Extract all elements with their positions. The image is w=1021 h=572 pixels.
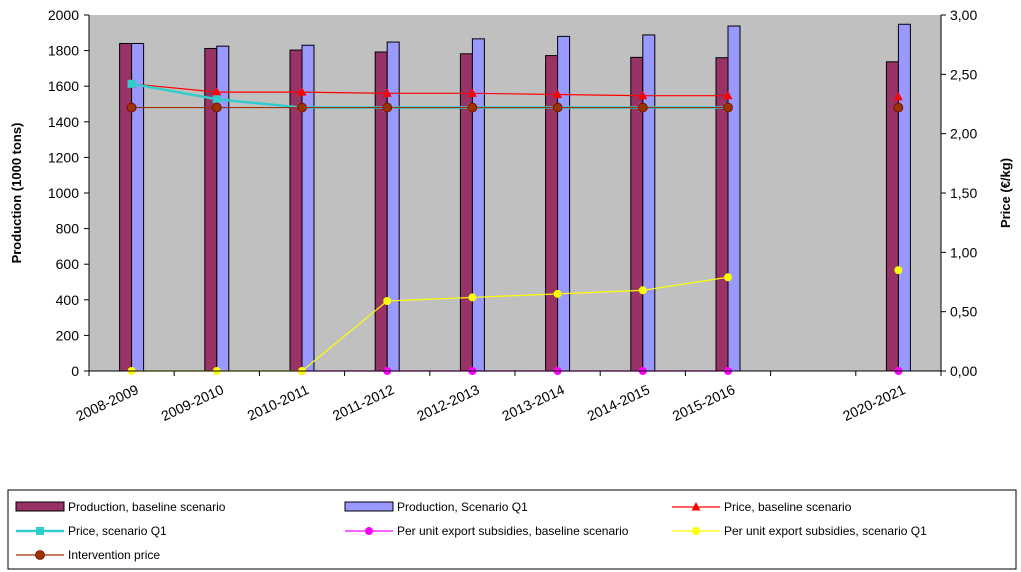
series-point-4 bbox=[637, 102, 648, 113]
series-point-4 bbox=[211, 102, 222, 113]
bar-production-q1 bbox=[642, 34, 656, 372]
series-point-3 bbox=[553, 289, 562, 298]
y-tick-label: 1400 bbox=[48, 114, 79, 130]
series-point-4 bbox=[297, 102, 307, 113]
x-tick-label: 2013-2014 bbox=[499, 381, 567, 424]
y-axis-title: Production (1000 tons) bbox=[9, 123, 24, 264]
y2-tick-label: 1,50 bbox=[950, 185, 977, 201]
y-tick-label: 600 bbox=[56, 256, 80, 272]
series-point-1 bbox=[127, 79, 136, 88]
y-tick-label: 2000 bbox=[48, 7, 79, 23]
y-tick-label: 0 bbox=[71, 363, 79, 379]
series-point-0 bbox=[382, 88, 392, 97]
x-tick-label: 2012-2013 bbox=[414, 381, 482, 424]
legend-box bbox=[7, 489, 1017, 570]
y2-tick-label: 0,00 bbox=[950, 363, 977, 379]
x-tick-label: 2008-2009 bbox=[73, 381, 141, 424]
series-point-0 bbox=[553, 89, 563, 99]
series-point-3 bbox=[638, 286, 647, 295]
series-line-0 bbox=[131, 83, 728, 97]
bar-production-baseline bbox=[459, 53, 473, 372]
legend-marker bbox=[35, 550, 45, 560]
y2-tick-label: 0,50 bbox=[950, 304, 977, 320]
x-tick-label: 2020-2021 bbox=[840, 381, 908, 424]
legend-label: Per unit export subsidies, baseline scen… bbox=[397, 524, 629, 538]
x-tick-label: 2010-2011 bbox=[245, 381, 312, 423]
legend: Production, baseline scenario Production,… bbox=[7, 489, 1017, 570]
y-tick-label: 800 bbox=[56, 221, 80, 237]
bar-production-q1 bbox=[897, 23, 911, 372]
y2-tick-label: 2,00 bbox=[950, 126, 977, 142]
series-point-4 bbox=[552, 102, 563, 113]
legend-marker bbox=[365, 527, 373, 535]
legend-label: Intervention price bbox=[68, 548, 160, 562]
legend-label: Price, baseline scenario bbox=[724, 500, 852, 514]
x-tick-label: 2009-2010 bbox=[159, 381, 227, 424]
series-point-4 bbox=[467, 102, 478, 113]
series-point-0 bbox=[638, 90, 648, 100]
series-point-0 bbox=[467, 88, 477, 97]
x-tick-label: 2014-2015 bbox=[585, 381, 653, 424]
bar-production-baseline bbox=[119, 42, 133, 372]
y-tick-label: 1200 bbox=[48, 149, 79, 165]
bar-production-q1 bbox=[727, 25, 741, 372]
y2-tick-label: 1,00 bbox=[950, 244, 977, 260]
legend-label: Production, baseline scenario bbox=[68, 500, 226, 514]
bar-production-baseline bbox=[545, 55, 559, 372]
series-point-0 bbox=[212, 87, 222, 96]
legend-swatch bbox=[344, 501, 394, 512]
bar-production-q1 bbox=[386, 41, 400, 372]
bar-production-baseline bbox=[374, 51, 388, 372]
legend-swatch bbox=[15, 501, 65, 512]
series-point-0 bbox=[297, 87, 307, 96]
x-tick-label: 2011-2012 bbox=[330, 381, 397, 423]
legend-marker bbox=[692, 527, 700, 535]
series-point-0 bbox=[893, 91, 903, 101]
bar-production-q1 bbox=[471, 38, 485, 372]
x-tick-label: 2015-2016 bbox=[670, 381, 738, 424]
bar-production-q1 bbox=[557, 35, 571, 372]
y-tick-label: 1600 bbox=[48, 78, 79, 94]
y2-axis-title: Price (€/kg) bbox=[998, 158, 1013, 228]
series-point-1 bbox=[212, 95, 221, 104]
series-point-4 bbox=[126, 102, 137, 113]
series-point-3 bbox=[724, 273, 732, 282]
legend-label: Production, Scenario Q1 bbox=[397, 500, 528, 514]
series-point-3 bbox=[894, 266, 903, 275]
y-tick-label: 1000 bbox=[48, 185, 79, 201]
series-point-3 bbox=[468, 293, 477, 302]
series-point-3 bbox=[383, 296, 392, 305]
legend-marker bbox=[36, 527, 44, 535]
legend-label: Per unit export subsidies, scenario Q1 bbox=[724, 524, 927, 538]
y-tick-label: 200 bbox=[56, 327, 80, 343]
y-tick-label: 1800 bbox=[48, 43, 79, 59]
bar-production-q1 bbox=[131, 42, 145, 372]
legend-label: Price, scenario Q1 bbox=[68, 524, 167, 538]
series-point-4 bbox=[723, 102, 733, 113]
bar-production-baseline bbox=[289, 49, 303, 372]
y2-tick-label: 2,50 bbox=[950, 66, 977, 82]
series-point-0 bbox=[723, 90, 733, 100]
series-point-4 bbox=[382, 102, 393, 113]
series-point-4 bbox=[893, 102, 904, 113]
legend-marker bbox=[691, 502, 701, 511]
y2-tick-label: 3,00 bbox=[950, 7, 977, 23]
y-tick-label: 400 bbox=[56, 292, 80, 308]
plot-area bbox=[89, 15, 941, 371]
